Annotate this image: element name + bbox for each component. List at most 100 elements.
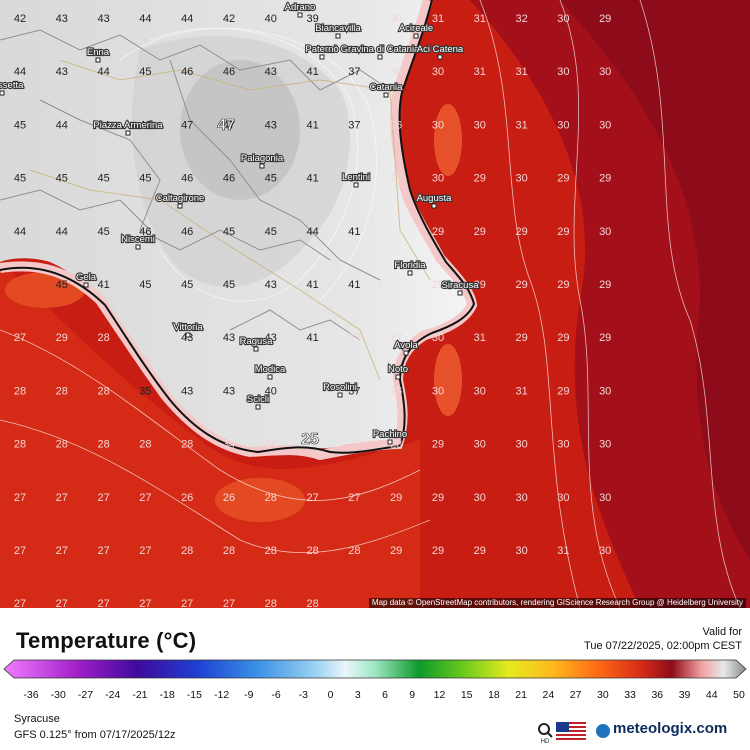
temperature-value: 30 <box>432 385 444 397</box>
place-labels: Adrano Biancavilla Acireale Paternò Gravina … <box>0 1 480 445</box>
scale-tick-label: 36 <box>651 689 663 701</box>
temperature-value: 34 <box>265 439 277 451</box>
place-label: Scicli <box>247 394 269 405</box>
hd-search-icon[interactable]: HD <box>536 722 554 744</box>
temperature-value-grid: 42 43 43 44 44 42 40 39 30 31 31 32 30 29 44 43 44 45 46 46… <box>14 13 611 608</box>
scale-tick-label: 27 <box>570 689 582 701</box>
temperature-value: 30 <box>599 439 611 451</box>
place-marker <box>0 90 5 96</box>
place-marker <box>457 290 463 296</box>
temperature-value: 27 <box>139 545 151 557</box>
brand-name[interactable]: meteologix.com <box>613 720 728 737</box>
scale-tick-label: 39 <box>679 689 691 701</box>
temperature-value: 45 <box>97 226 109 238</box>
temperature-value: 43 <box>56 66 68 78</box>
place-marker <box>337 392 343 398</box>
cool-sea-patch <box>215 478 305 522</box>
temperature-value: 44 <box>181 13 193 25</box>
temperature-value: 45 <box>265 226 277 238</box>
temperature-value: 26 <box>390 119 402 131</box>
coastline <box>0 0 476 454</box>
temperature-value: 45 <box>139 173 151 185</box>
place-marker <box>413 33 419 39</box>
temperature-value: 28 <box>14 439 26 451</box>
temperature-value: 43 <box>223 385 235 397</box>
temperature-value: 45 <box>14 173 26 185</box>
temperature-value: 45 <box>56 279 68 291</box>
temperature-value: 44 <box>97 66 109 78</box>
temperature-value: 28 <box>265 492 277 504</box>
place-marker <box>437 54 443 60</box>
temperature-value: 30 <box>515 173 527 185</box>
temperature-value: 43 <box>181 385 193 397</box>
place-marker <box>185 332 191 338</box>
scale-tick-label: -30 <box>51 689 66 701</box>
temperature-value: 28 <box>139 439 151 451</box>
place-marker <box>403 350 409 356</box>
temperature-value: 45 <box>139 66 151 78</box>
place-label: Paternò <box>305 44 338 55</box>
temperature-value: 41 <box>348 279 360 291</box>
place-marker <box>253 346 259 352</box>
temperature-value: 44 <box>306 226 318 238</box>
place-label: Rosolini <box>323 382 357 393</box>
temperature-value: 29 <box>599 13 611 25</box>
temperature-value: 30 <box>599 226 611 238</box>
place-marker <box>353 182 359 188</box>
temperature-value: 29 <box>599 279 611 291</box>
isotherm-lines <box>0 0 741 608</box>
scale-tick-label: -3 <box>299 689 308 701</box>
temperature-value: 30 <box>599 385 611 397</box>
warmest-sea-band <box>560 0 750 560</box>
temperature-value: 42 <box>223 13 235 25</box>
place-marker <box>125 130 131 136</box>
temperature-value: 37 <box>348 119 360 131</box>
temperature-value: 43 <box>56 13 68 25</box>
map-canvas: 42 43 43 44 44 42 40 39 30 31 31 32 30 29 44 43 44 45 46 46… <box>0 0 750 608</box>
place-marker <box>407 270 413 276</box>
temperature-value: 27 <box>139 598 151 608</box>
temperature-value: 28 <box>181 439 193 451</box>
temperature-value: 34 <box>348 332 360 344</box>
place-label: Gravina di Catania <box>341 44 420 55</box>
valid-label: Valid for <box>702 626 742 638</box>
color-scale-ticks: -36 -30 -27 -24 -21 -18 -15 -12 -9 -6 -3 0 3 6 9 12 15 18… <box>23 689 745 701</box>
temperature-value: 41 <box>306 332 318 344</box>
temperature-value: 43 <box>265 66 277 78</box>
temperature-map[interactable]: 42 43 43 44 44 42 40 39 30 31 31 32 30 29 44 43 44 45 46 46… <box>0 0 750 608</box>
scale-tick-label: 50 <box>733 689 745 701</box>
highways <box>29 59 431 381</box>
temperature-value: 29 <box>515 279 527 291</box>
place-label: Acireale <box>399 23 433 34</box>
place-label: Palagonia <box>241 153 284 164</box>
temperature-value: 30 <box>432 66 444 78</box>
temperature-value: 30 <box>599 492 611 504</box>
place-label: Noto <box>388 364 408 375</box>
temperature-value: 27 <box>139 492 151 504</box>
us-flag-icon[interactable] <box>556 722 586 740</box>
place-marker <box>395 374 401 380</box>
temperature-value: 28 <box>265 545 277 557</box>
place-label: Piazza Armerina <box>93 120 163 131</box>
scale-tick-label: 24 <box>543 689 555 701</box>
temperature-value: 27 <box>14 598 26 608</box>
temperature-value: 43 <box>265 332 277 344</box>
scale-tick-label: -18 <box>160 689 175 701</box>
place-marker <box>177 203 183 209</box>
place-marker <box>255 404 261 410</box>
temperature-value: 45 <box>56 173 68 185</box>
temperature-value: 30 <box>557 13 569 25</box>
place-marker <box>377 54 383 60</box>
valid-date: Tue 07/22/2025, 02:00pm CEST <box>584 640 742 652</box>
place-marker <box>387 439 393 445</box>
temperature-value: 37 <box>348 66 360 78</box>
temperature-value: 28 <box>56 385 68 397</box>
scale-tick-label: 0 <box>328 689 334 701</box>
temperature-value: 29 <box>599 332 611 344</box>
place-label: Modica <box>255 364 286 375</box>
max-temperature-marker: 47 <box>217 117 235 134</box>
temperature-value: 30 <box>557 66 569 78</box>
temperature-value: 28 <box>265 598 277 608</box>
temperature-value: 41 <box>306 173 318 185</box>
scale-tick-label: -36 <box>23 689 38 701</box>
